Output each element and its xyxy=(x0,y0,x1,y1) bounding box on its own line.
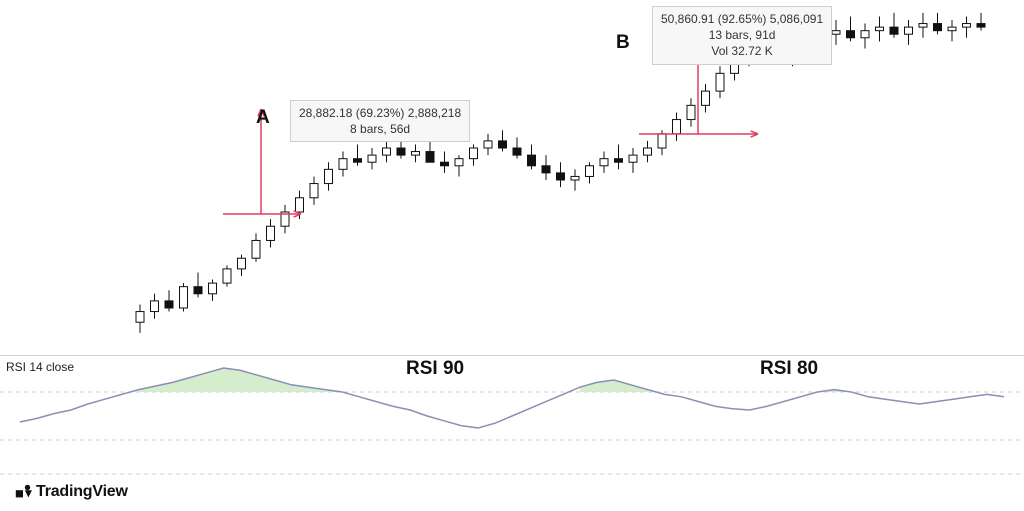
tradingview-logo: TradingView xyxy=(14,483,128,501)
brand-text: TradingView xyxy=(36,483,128,501)
tradingview-icon xyxy=(14,483,32,501)
rsi-indicator-label: RSI 14 close xyxy=(6,360,74,374)
chart-point-label: B xyxy=(616,32,630,54)
rsi-chart xyxy=(0,356,1024,476)
measurement-tooltip: 28,882.18 (69.23%) 2,888,2188 bars, 56d xyxy=(290,100,470,142)
rsi-annotation: RSI 90 xyxy=(406,358,464,380)
measurement-tooltip: 50,860.91 (92.65%) 5,086,09113 bars, 91d… xyxy=(652,6,832,65)
chart-point-label: A xyxy=(256,107,270,129)
rsi-annotation: RSI 80 xyxy=(760,358,818,380)
price-chart-panel xyxy=(0,0,1024,355)
rsi-panel xyxy=(0,355,1024,475)
candlestick-chart xyxy=(0,0,1024,355)
